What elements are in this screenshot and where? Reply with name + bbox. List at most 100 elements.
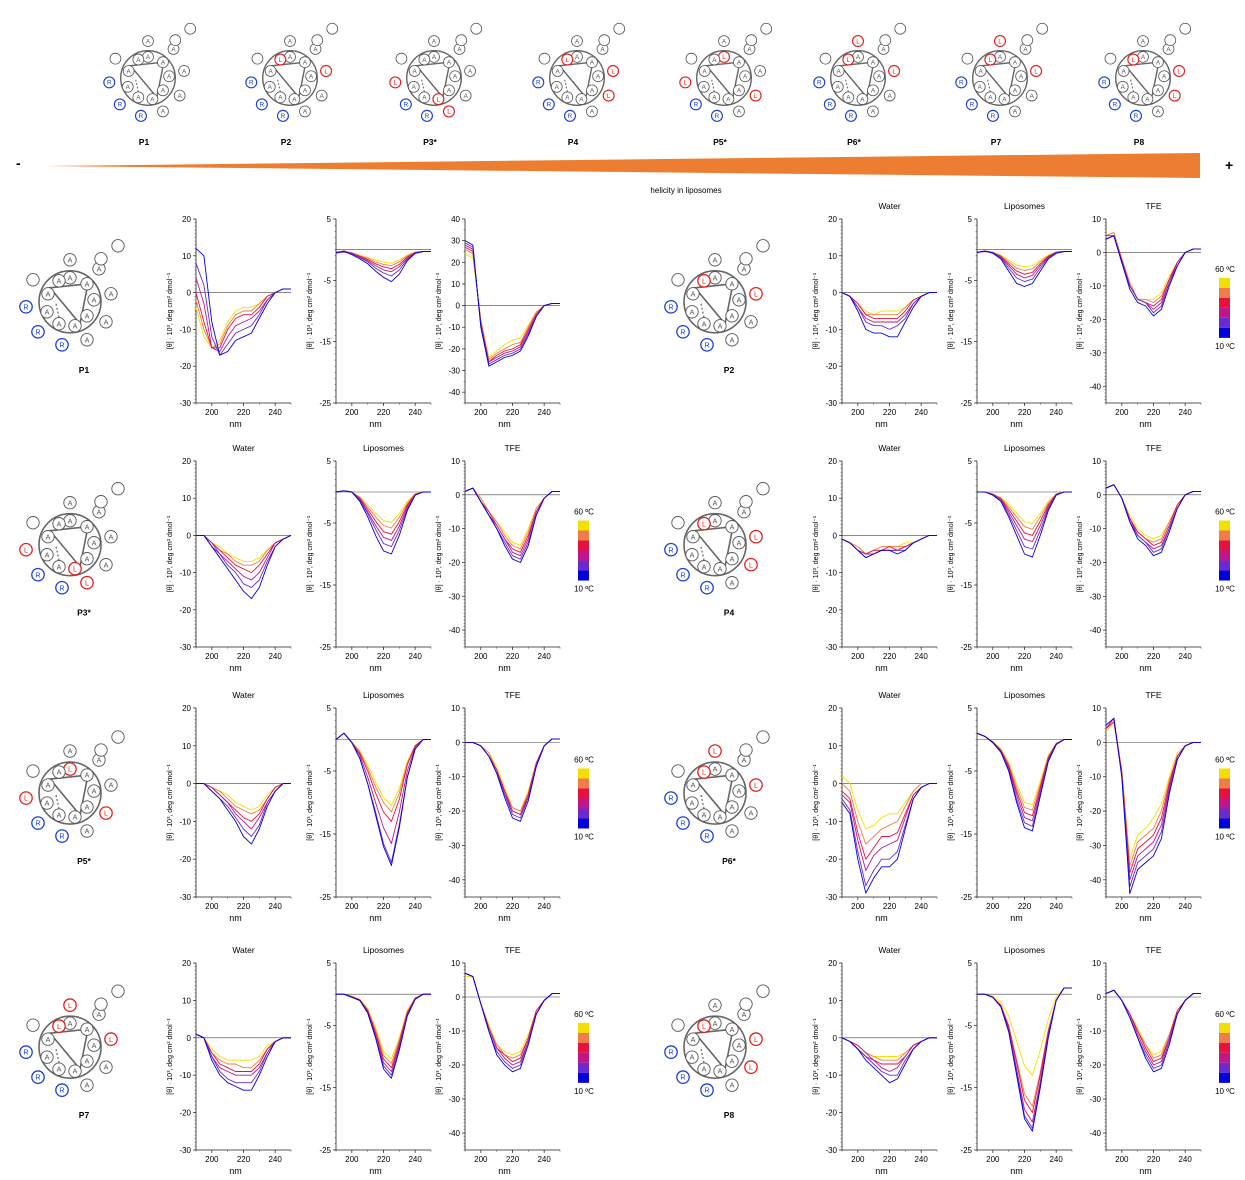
residue-letter: A [1122,68,1127,75]
y-axis-label: [θ] · 10³, deg cm² dmol⁻¹ [167,515,174,592]
wheel-ring [262,50,318,106]
residue-letter: A [555,84,560,91]
y-tick-label: 10 [182,742,191,751]
residue-circle [713,319,727,333]
residue-circle [888,64,901,77]
residue-circle [132,91,145,104]
residue-circle [251,52,264,65]
residue-a [94,743,108,757]
x-tick-label: 220 [1147,652,1161,661]
residue-circle [87,784,101,798]
series-line-2 [976,732,1072,822]
residue-circle [94,495,108,509]
residue-letter: A [171,46,176,53]
series-line-2 [1105,989,1201,1066]
y-tick-label: -40 [1089,1129,1101,1138]
residue-circle [894,22,907,35]
residue-a: A [40,796,54,810]
legend-top-label: 60 ºC [1215,265,1235,274]
residue-circle [55,1083,69,1098]
residue-circle [749,1032,763,1047]
wheel-dashed-bond [55,303,61,322]
y-tick-label: 20 [828,959,837,968]
residue-a: A [52,317,66,331]
residue-l: L [274,53,287,66]
y-tick-label: 5 [327,215,332,224]
y-tick-label: 0 [833,531,838,540]
series-line-4 [1105,484,1201,543]
residue-circle [867,105,879,118]
residue-letter: L [607,93,611,100]
residue-circle [708,998,722,1012]
residue-a: A [63,514,77,528]
wheel-backbone [558,61,594,99]
residue-l: L [717,50,731,63]
residue-a: A [40,305,54,319]
residue-letter: A [85,335,90,344]
residue-circle [697,560,711,574]
residue-circle [63,998,77,1013]
legend-swatch [578,560,589,571]
residue-circle [722,93,735,105]
y-tick-label: -15 [960,1084,972,1093]
residue-circle [52,1019,66,1034]
y-tick-label: -30 [825,399,837,408]
residue-a: A [80,824,94,838]
residue-circle [1036,22,1049,35]
residue-letter: L [68,765,72,774]
series-line-5 [465,738,560,812]
residue-a: A [733,56,745,69]
residue-circle [178,65,190,77]
residue-circle [40,548,54,562]
residue-circle [744,557,758,572]
residue-a: A [998,93,1011,105]
residue-a: A [733,84,745,97]
residue-letter: A [600,46,605,53]
residue-a [671,1018,685,1032]
residue-r: R [55,1083,69,1098]
x-axis-label: nm [875,419,888,429]
residue-l: L [749,778,763,792]
y-tick-label: 10 [1092,215,1101,224]
residue-circle [700,337,714,352]
y-tick-label: -5 [324,1021,332,1030]
residue-a: A [80,309,94,323]
wheel-dashed-bond [55,794,61,814]
helicity-gradient: - + helicity in liposomes [16,153,1233,195]
y-tick-label: -20 [825,1109,837,1118]
residue-r: R [31,1070,45,1085]
x-axis-label: nm [875,913,888,923]
y-tick-label: 40 [451,215,460,224]
residue-circle [756,730,770,744]
residue-circle [299,84,311,97]
residue-letter: L [57,1022,61,1031]
residue-letter: R [680,1073,685,1082]
wheel-ring [696,50,752,106]
y-tick-label: -20 [448,345,460,354]
x-tick-label: 240 [1049,408,1063,417]
series-line-3 [465,738,560,815]
residue-letter: A [309,74,314,81]
series-line-5 [196,783,291,811]
residue-circle [842,53,855,66]
residue-circle [113,98,126,111]
y-tick-label: -10 [1089,773,1101,782]
peptide-label: P3* [77,608,91,618]
residue-l: L [749,286,763,301]
residue-letter: L [702,768,706,777]
residue-a: A [744,806,758,820]
residue-circle [756,239,770,253]
residue-letter: A [556,68,561,75]
residue-circle [1009,84,1021,97]
y-tick-label: -5 [965,519,973,528]
x-tick-label: 220 [1018,408,1032,417]
panel-title: Liposomes [1004,443,1045,453]
residue-letter: A [85,1025,90,1034]
residue-circle [173,89,186,102]
y-axis-label: [θ] · 10³, deg cm² dmol⁻¹ [1077,272,1084,349]
residue-a [739,252,753,266]
residue-a: A [80,1078,94,1092]
residue-circle [676,567,690,582]
